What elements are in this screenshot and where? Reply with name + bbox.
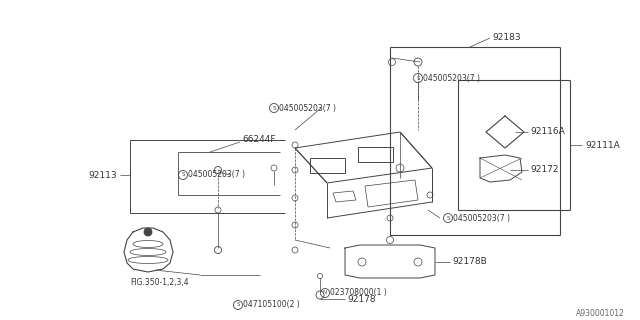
- Text: 92113: 92113: [88, 171, 117, 180]
- Text: 92172: 92172: [530, 165, 559, 174]
- Text: 045005203(7 ): 045005203(7 ): [453, 213, 510, 222]
- Text: 045005203(7 ): 045005203(7 ): [423, 74, 480, 83]
- Text: N: N: [323, 291, 327, 295]
- Text: S: S: [416, 76, 420, 81]
- Text: 045005203(7 ): 045005203(7 ): [279, 103, 336, 113]
- Text: A930001012: A930001012: [576, 308, 625, 317]
- Text: 92178: 92178: [347, 294, 376, 303]
- Text: 66244F: 66244F: [242, 135, 275, 145]
- Text: S: S: [272, 106, 276, 110]
- Circle shape: [144, 228, 152, 236]
- Text: FIG.350-1,2,3,4: FIG.350-1,2,3,4: [130, 278, 189, 287]
- Text: S: S: [446, 215, 450, 220]
- Text: 023708000(1 ): 023708000(1 ): [330, 289, 387, 298]
- Text: 92178B: 92178B: [452, 258, 487, 267]
- Text: 92116A: 92116A: [530, 127, 564, 137]
- Text: 045005203(7 ): 045005203(7 ): [188, 171, 245, 180]
- Text: 92183: 92183: [492, 34, 520, 43]
- Text: 92111A: 92111A: [585, 140, 620, 149]
- Text: 047105100(2 ): 047105100(2 ): [243, 300, 300, 309]
- Text: S: S: [236, 302, 240, 308]
- Text: S: S: [181, 172, 185, 178]
